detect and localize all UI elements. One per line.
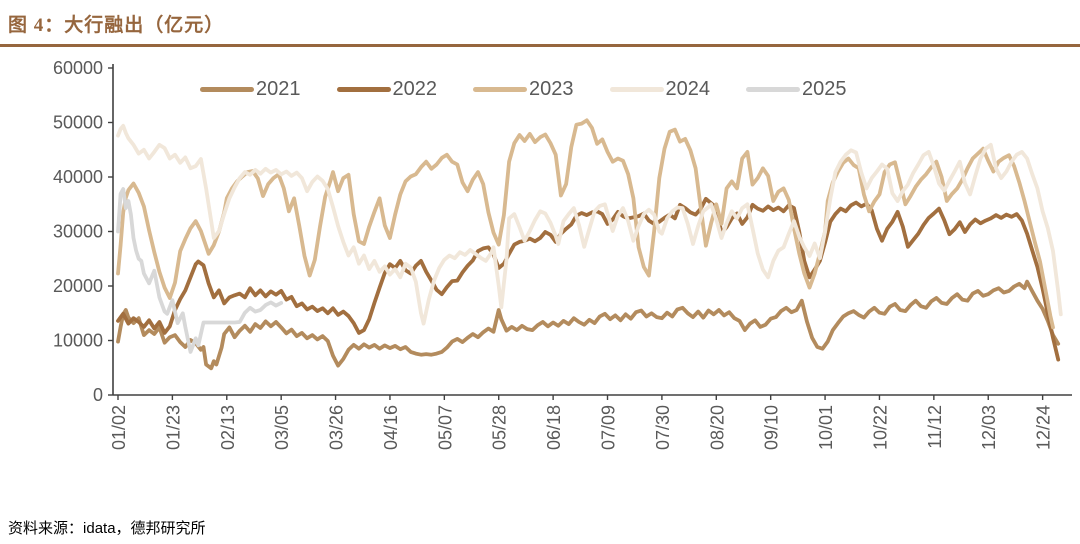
x-tick-label: 08/20 [707, 405, 727, 450]
series-line-2021 [116, 279, 1061, 371]
y-tick-label: 0 [93, 385, 103, 405]
x-tick-label: 04/16 [381, 405, 401, 450]
x-tick-label: 12/03 [979, 405, 999, 450]
x-tick-label: 10/22 [870, 405, 890, 450]
x-tick-label: 01/23 [163, 405, 183, 450]
y-tick-label: 50000 [53, 113, 103, 133]
legend-item-2025: 2025 [746, 78, 847, 101]
y-tick-label: 60000 [53, 58, 103, 78]
x-tick-label: 02/13 [218, 405, 238, 450]
x-tick-label: 03/05 [272, 405, 292, 450]
legend-label: 2021 [256, 78, 301, 100]
legend-label: 2022 [392, 78, 438, 100]
figure-title: 图 4：大行融出（亿元） [8, 15, 225, 36]
legend-swatch [200, 87, 254, 92]
legend-label: 2023 [529, 78, 574, 100]
legend-label: 2025 [802, 78, 847, 100]
y-tick-label: 40000 [53, 167, 103, 187]
x-tick-label: 11/12 [925, 405, 945, 449]
source-provider: idata [83, 520, 116, 537]
x-tick-label: 09/10 [762, 405, 782, 450]
source-prefix: 资料来源： [8, 521, 84, 537]
x-tick-label: 05/28 [490, 405, 510, 450]
legend-item-2022: 2022 [336, 78, 438, 101]
x-tick-label: 03/26 [327, 405, 347, 450]
x-tick-label: 07/30 [653, 405, 673, 450]
y-tick-label: 20000 [53, 276, 103, 296]
x-tick-label: 10/01 [816, 405, 836, 450]
legend-item-2021: 2021 [200, 78, 301, 101]
x-tick-label: 05/07 [435, 405, 455, 450]
series-line-2025 [116, 187, 284, 354]
legend-swatch [473, 87, 527, 92]
y-tick-label: 10000 [53, 331, 103, 351]
legend-item-2024: 2024 [609, 78, 711, 101]
legend-label: 2024 [665, 78, 711, 100]
x-tick-label: 12/24 [1034, 405, 1054, 450]
x-tick-label: 06/18 [544, 405, 564, 450]
series-line-2024 [116, 123, 1063, 326]
legend-swatch [746, 87, 800, 92]
x-tick-label: 01/02 [109, 405, 129, 450]
title-divider [0, 44, 1080, 47]
x-tick-label: 07/09 [599, 405, 619, 450]
legend: 2021 2022 2023 2024 2025 [200, 78, 847, 101]
y-tick-label: 30000 [53, 222, 103, 242]
series-line-2022 [116, 196, 1061, 362]
legend-swatch [609, 87, 664, 92]
source-note: 资料来源：idata，德邦研究所 [8, 517, 206, 538]
series-line-2023 [116, 118, 1055, 330]
legend-swatch [336, 87, 391, 92]
source-suffix: ，德邦研究所 [115, 521, 206, 537]
legend-item-2023: 2023 [473, 78, 574, 101]
